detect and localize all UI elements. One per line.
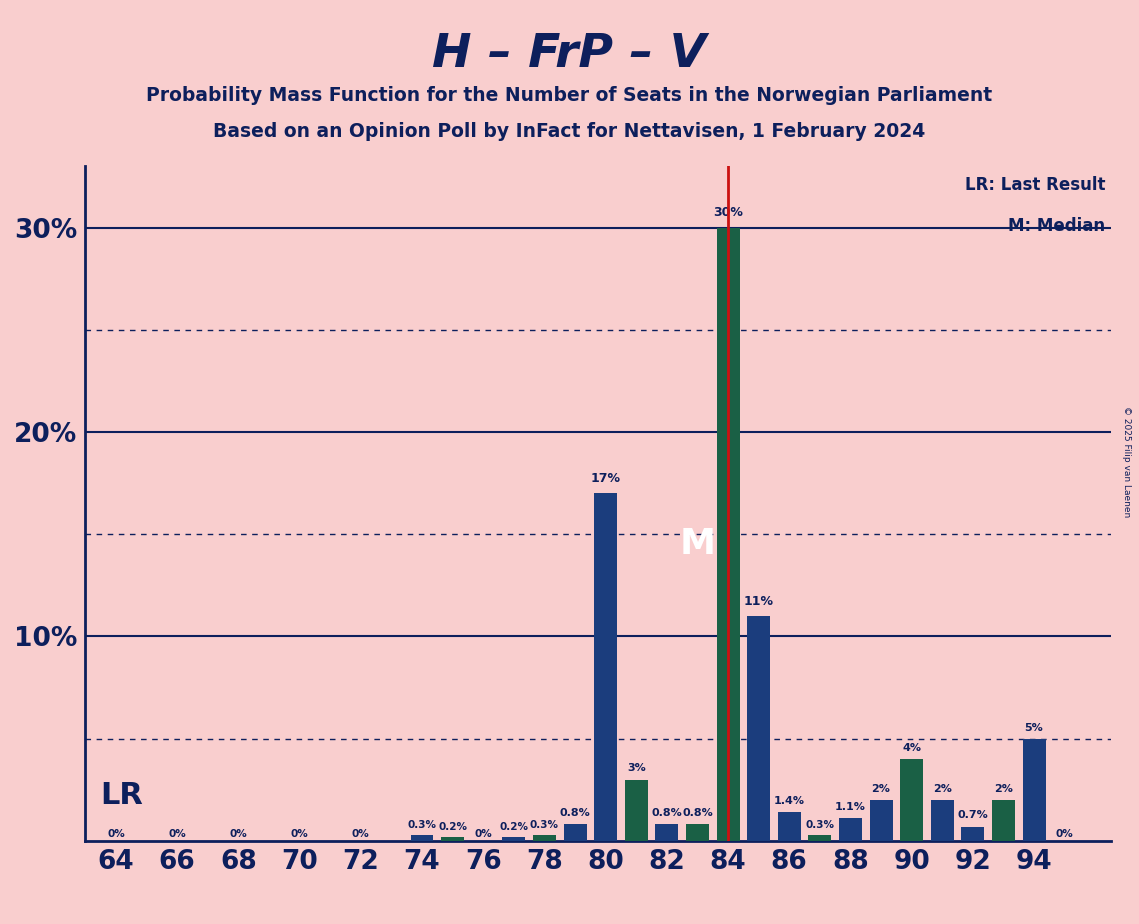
- Text: 2%: 2%: [994, 784, 1013, 794]
- Bar: [747, 616, 770, 841]
- Text: 0.2%: 0.2%: [499, 821, 528, 832]
- Bar: [625, 780, 648, 841]
- Text: 0.7%: 0.7%: [958, 810, 989, 821]
- Text: 0%: 0%: [474, 829, 492, 839]
- Text: 0.8%: 0.8%: [652, 808, 682, 819]
- Bar: [1023, 738, 1046, 841]
- Text: 11%: 11%: [744, 595, 773, 608]
- Text: 0%: 0%: [107, 829, 125, 839]
- Text: 0.2%: 0.2%: [439, 821, 467, 832]
- Bar: [686, 824, 708, 841]
- Text: 2%: 2%: [871, 784, 891, 794]
- Bar: [778, 812, 801, 841]
- Bar: [564, 824, 587, 841]
- Bar: [809, 834, 831, 841]
- Text: H – FrP – V: H – FrP – V: [433, 32, 706, 78]
- Bar: [961, 827, 984, 841]
- Text: 0%: 0%: [230, 829, 247, 839]
- Bar: [502, 837, 525, 841]
- Text: 2%: 2%: [933, 784, 952, 794]
- Bar: [595, 493, 617, 841]
- Bar: [992, 800, 1015, 841]
- Bar: [716, 227, 739, 841]
- Text: 0%: 0%: [290, 829, 309, 839]
- Text: 0.3%: 0.3%: [530, 820, 559, 830]
- Bar: [900, 760, 923, 841]
- Bar: [441, 837, 464, 841]
- Text: M: M: [680, 528, 715, 562]
- Bar: [410, 834, 434, 841]
- Text: Based on an Opinion Poll by InFact for Nettavisen, 1 February 2024: Based on an Opinion Poll by InFact for N…: [213, 122, 926, 141]
- Text: 1.1%: 1.1%: [835, 802, 866, 812]
- Text: 30%: 30%: [713, 206, 743, 220]
- Text: 0.3%: 0.3%: [805, 820, 835, 830]
- Text: 3%: 3%: [626, 763, 646, 773]
- Text: 5%: 5%: [1025, 723, 1043, 733]
- Text: 0%: 0%: [169, 829, 186, 839]
- Text: 17%: 17%: [591, 472, 621, 485]
- Bar: [655, 824, 679, 841]
- Text: 4%: 4%: [902, 743, 921, 753]
- Text: © 2025 Filip van Laenen: © 2025 Filip van Laenen: [1122, 407, 1131, 517]
- Bar: [869, 800, 893, 841]
- Bar: [839, 819, 862, 841]
- Text: Probability Mass Function for the Number of Seats in the Norwegian Parliament: Probability Mass Function for the Number…: [147, 86, 992, 105]
- Text: 0.8%: 0.8%: [682, 808, 713, 819]
- Text: 0.3%: 0.3%: [408, 820, 436, 830]
- Text: LR: Last Result: LR: Last Result: [965, 176, 1105, 194]
- Text: M: Median: M: Median: [1008, 217, 1105, 235]
- Bar: [931, 800, 953, 841]
- Bar: [533, 834, 556, 841]
- Text: 0%: 0%: [352, 829, 370, 839]
- Text: 1.4%: 1.4%: [773, 796, 805, 806]
- Text: 0.8%: 0.8%: [559, 808, 590, 819]
- Text: LR: LR: [100, 781, 144, 810]
- Text: 0%: 0%: [1056, 829, 1073, 839]
